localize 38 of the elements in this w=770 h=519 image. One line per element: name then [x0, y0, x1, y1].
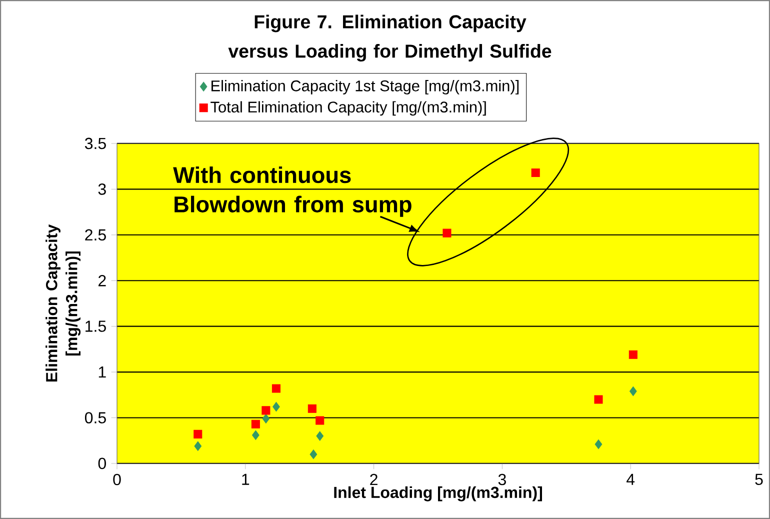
x-axis-title: Inlet Loading [mg/(m3.min)]: [334, 486, 542, 502]
point: [310, 450, 318, 460]
point: [272, 384, 280, 393]
point: [252, 430, 260, 440]
annotation: With continuous Blowdown from sump: [173, 166, 412, 217]
y-tick-label: 0.5: [84, 412, 106, 424]
point: [594, 439, 602, 450]
point: [251, 420, 260, 428]
y-tick-label: 1: [98, 366, 106, 378]
point: [630, 386, 637, 396]
y-tick-label: 0: [98, 458, 106, 470]
legend-label: Total Elimination Capacity [mg/(m3.min)]: [210, 101, 486, 116]
y-tick-label: 2.5: [85, 229, 106, 241]
x-tick-label: 4: [626, 474, 635, 485]
point: [272, 402, 280, 412]
x-tick-label: 2: [370, 474, 378, 486]
y-tick-label: 2: [98, 275, 106, 286]
x-tick-label: 0: [113, 474, 121, 486]
y-tick-label: 3: [98, 184, 106, 195]
chart-title: Figure 7. Elimination Capacity versus Loading for Dimethyl Sulfide: [228, 14, 552, 62]
point: [316, 416, 324, 425]
point: [262, 406, 270, 415]
point: [262, 414, 270, 424]
y-axis-title: Elimination Capacity [mg/(m3.min)]: [46, 224, 81, 382]
point: [628, 350, 638, 359]
point: [531, 168, 540, 177]
y-tick-label: 1.5: [86, 320, 106, 332]
x-tick-label: 1: [242, 474, 250, 485]
x-tick-label: 3: [498, 474, 506, 486]
point: [308, 404, 316, 413]
point: [194, 441, 202, 451]
legend-label: Elimination Capacity 1st Stage [mg/(m3.min)]: [212, 80, 519, 94]
y-tick-label: 3.5: [84, 138, 106, 150]
point: [594, 395, 603, 404]
point: [442, 228, 452, 238]
point: [194, 430, 202, 438]
x-tick-label: 5: [755, 474, 763, 486]
point: [316, 431, 324, 441]
